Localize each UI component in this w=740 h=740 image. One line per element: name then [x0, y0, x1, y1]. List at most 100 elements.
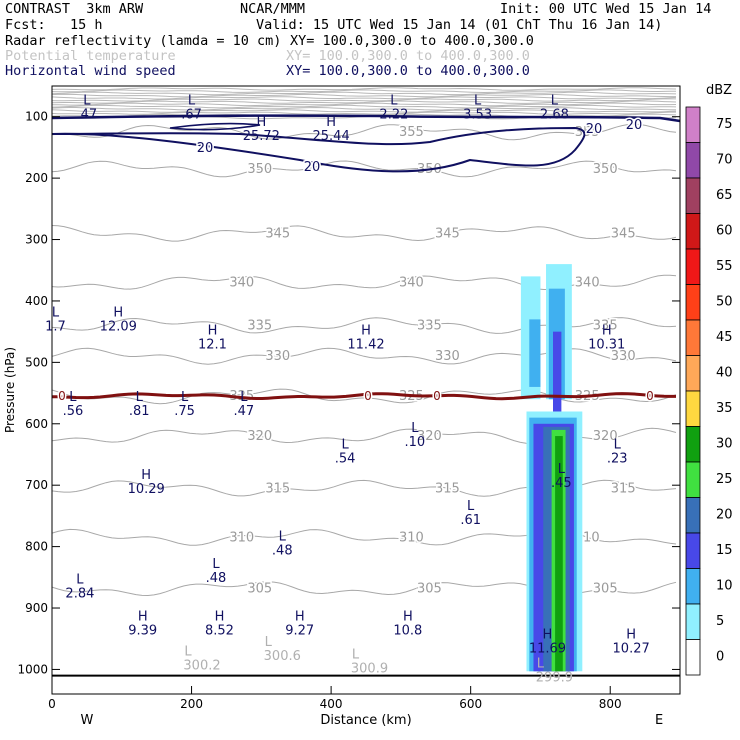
theta-label: 330 [265, 349, 290, 364]
theta-top-line [51, 104, 677, 109]
theta-top-line [51, 93, 676, 98]
theta-top-line [51, 111, 676, 115]
extremum-value: 2.68 [540, 107, 569, 122]
freezing-level-label: 0 [433, 389, 441, 403]
colorbar-swatch [685, 248, 701, 285]
colorbar-swatch [685, 106, 701, 143]
extremum-value: 25.44 [313, 129, 350, 144]
y-tick-label: 100 [25, 110, 48, 124]
theta-contour-330 [51, 347, 677, 365]
y-tick-label: 400 [25, 294, 48, 308]
theta-label: 345 [435, 226, 460, 241]
theta-contour-345 [51, 225, 677, 242]
y-tick-label: 800 [25, 540, 48, 554]
extremum-marker: L [212, 557, 220, 572]
theta-label: 345 [265, 226, 290, 241]
colorbar-swatch [685, 497, 701, 534]
extremum-marker: L [240, 390, 248, 405]
var3-name: Horizontal wind speed [5, 63, 176, 79]
extremum-marker: H [113, 305, 123, 320]
var2-xy: XY= 100.0,300.0 to 400.0,300.0 [286, 48, 530, 64]
extremum-value: .47 [77, 107, 98, 122]
theta-label: 320 [417, 429, 442, 444]
extremum-marker: H [602, 324, 612, 339]
extremum-value: 9.39 [128, 623, 157, 638]
theta-top-line [51, 109, 677, 113]
theta-top-line [51, 96, 677, 100]
theta-top-line [51, 98, 677, 102]
init-time: Init: 00 UTC Wed 15 Jan 14 [500, 1, 712, 17]
freezing-level-line [51, 392, 676, 401]
extremum-value: 10.27 [613, 642, 650, 657]
extremum-value: .56 [63, 404, 84, 419]
theta-label: 345 [611, 226, 636, 241]
extremum-marker: L [467, 499, 475, 514]
wind-contour-label: 20 [626, 118, 643, 133]
extremum-value: 2.22 [379, 107, 408, 122]
colorbar-label: 50 [716, 295, 733, 310]
extremum-value: 10.29 [128, 482, 165, 497]
extremum-value: 12.09 [100, 319, 137, 334]
colorbar-label: 70 [716, 153, 733, 168]
extremum-marker: L [390, 93, 398, 108]
extremum-marker: H [138, 609, 148, 624]
colorbar-swatch [685, 284, 701, 321]
theta-top-line [51, 91, 677, 96]
colorbar-label: 30 [716, 437, 733, 452]
colorbar-swatch [685, 639, 701, 676]
colorbar-label: 40 [716, 366, 733, 381]
extremum-marker: H [626, 628, 636, 643]
colorbar-label: 15 [716, 543, 733, 558]
theta-label: 305 [417, 581, 442, 596]
theta-extremum-marker: L [265, 635, 273, 650]
extremum-marker: L [614, 437, 622, 452]
extremum-value: 8.52 [205, 623, 234, 638]
y-tick-label: 700 [25, 478, 48, 492]
theta-top-line [51, 89, 676, 94]
var3-xy: XY= 100.0,300.0 to 400.0,300.0 [286, 63, 530, 79]
theta-extremum-value: 300.6 [264, 649, 301, 664]
theta-top-line [51, 106, 677, 111]
extremum-value: 2.84 [65, 586, 94, 601]
extremum-marker: H [215, 609, 225, 624]
extremum-value: .75 [174, 404, 195, 419]
forecast-hour: Fcst: 15 h [5, 17, 103, 33]
theta-extremum-value: 300.2 [183, 658, 220, 673]
extremum-marker: H [403, 609, 413, 624]
theta-contour-335 [51, 317, 677, 334]
extremum-marker: L [551, 93, 559, 108]
var1-name: Radar reflectivity (lamda = 10 cm) [5, 33, 282, 49]
organization: NCAR/MMM [240, 1, 306, 17]
extremum-marker: L [83, 93, 91, 108]
colorbar-swatch [685, 213, 701, 250]
extremum-value: .67 [181, 107, 202, 122]
extremum-marker: L [474, 93, 482, 108]
extremum-marker: H [295, 609, 305, 624]
theta-label: 335 [247, 319, 272, 334]
extremum-marker: H [326, 115, 336, 130]
theta-top-line [51, 100, 677, 104]
extremum-value: .81 [129, 404, 150, 419]
theta-contour-325 [51, 388, 677, 405]
theta-label: 310 [229, 530, 254, 545]
extremum-marker: H [361, 324, 371, 339]
theta-label: 340 [399, 276, 424, 291]
extremum-marker: H [543, 628, 553, 643]
theta-label: 350 [247, 162, 272, 177]
extremum-marker: L [76, 572, 84, 587]
extremum-value: .45 [551, 476, 572, 491]
extremum-value: 25.72 [243, 129, 280, 144]
wind-contour-20-lower [51, 126, 586, 173]
extremum-marker: L [136, 390, 144, 405]
colorbar-label: 60 [716, 224, 733, 239]
extremum-marker: H [141, 468, 151, 483]
theta-label: 315 [435, 481, 460, 496]
theta-label: 340 [229, 276, 254, 291]
x-tick-label: 200 [180, 697, 203, 711]
theta-label: 310 [399, 530, 424, 545]
x-east-label: E [655, 713, 663, 728]
colorbar-swatch [685, 603, 701, 640]
extremum-value: 1.7 [45, 319, 66, 334]
theta-extremum-marker: L [537, 657, 545, 672]
y-tick-label: 900 [25, 601, 48, 615]
